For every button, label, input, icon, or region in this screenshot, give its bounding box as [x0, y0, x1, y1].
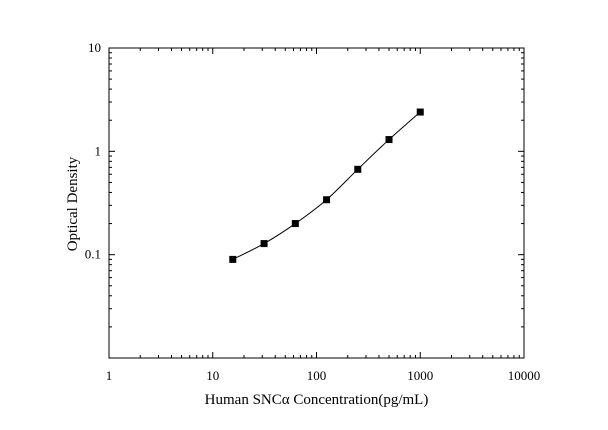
x-tick-label: 1	[106, 368, 113, 383]
x-tick-label: 1000	[407, 368, 433, 383]
data-point	[260, 240, 268, 248]
y-tick-label: 1	[95, 143, 102, 158]
y-axis-title: Optical Density	[65, 156, 81, 251]
y-tick-label: 10	[88, 40, 101, 55]
data-point	[385, 136, 393, 144]
y-axis-ticks: 0.1 1 10	[85, 40, 524, 359]
fit-curve	[232, 111, 421, 260]
data-point	[229, 255, 237, 263]
x-tick-label: 100	[307, 368, 327, 383]
fit-curve-line	[232, 111, 421, 260]
data-points	[229, 108, 424, 263]
y-tick-label: 0.1	[85, 247, 101, 262]
data-point	[354, 165, 362, 173]
x-tick-label: 10	[206, 368, 219, 383]
x-tick-label: 10000	[508, 368, 541, 383]
data-point	[416, 108, 424, 116]
data-point	[291, 220, 299, 228]
axes	[108, 47, 525, 359]
x-axis-title: Human SNCα Concentration(pg/mL)	[205, 392, 429, 408]
data-point	[323, 196, 331, 204]
x-axis-ticks: 1 10 100 1000 10000	[106, 48, 541, 383]
plot-frame	[108, 47, 525, 359]
